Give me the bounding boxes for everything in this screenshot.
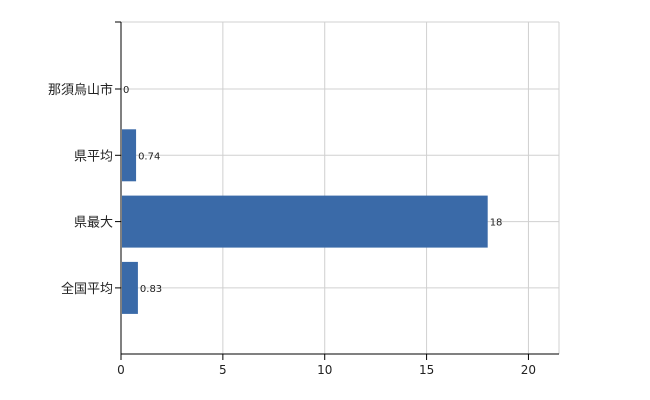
bar: [122, 129, 137, 182]
category-label: 那須烏山市: [48, 82, 113, 98]
bar: [122, 261, 138, 314]
data-label: 0.83: [140, 284, 162, 295]
x-tick-label: 0: [117, 363, 125, 377]
data-label: 0.74: [138, 151, 160, 162]
data-label: 18: [490, 218, 503, 229]
category-label: 県平均: [74, 149, 113, 164]
x-tick-label: 20: [521, 363, 536, 377]
axes: [115, 21, 559, 360]
grid-lines: [121, 21, 560, 354]
category-label: 県最大: [74, 216, 113, 231]
x-tick-label: 5: [219, 363, 227, 377]
category-label: 全国平均: [61, 281, 113, 297]
x-tick-label: 10: [317, 363, 332, 377]
bar: [122, 195, 488, 248]
bars: [122, 129, 488, 314]
x-tick-label: 15: [419, 363, 434, 377]
data-label: 0: [123, 85, 129, 96]
